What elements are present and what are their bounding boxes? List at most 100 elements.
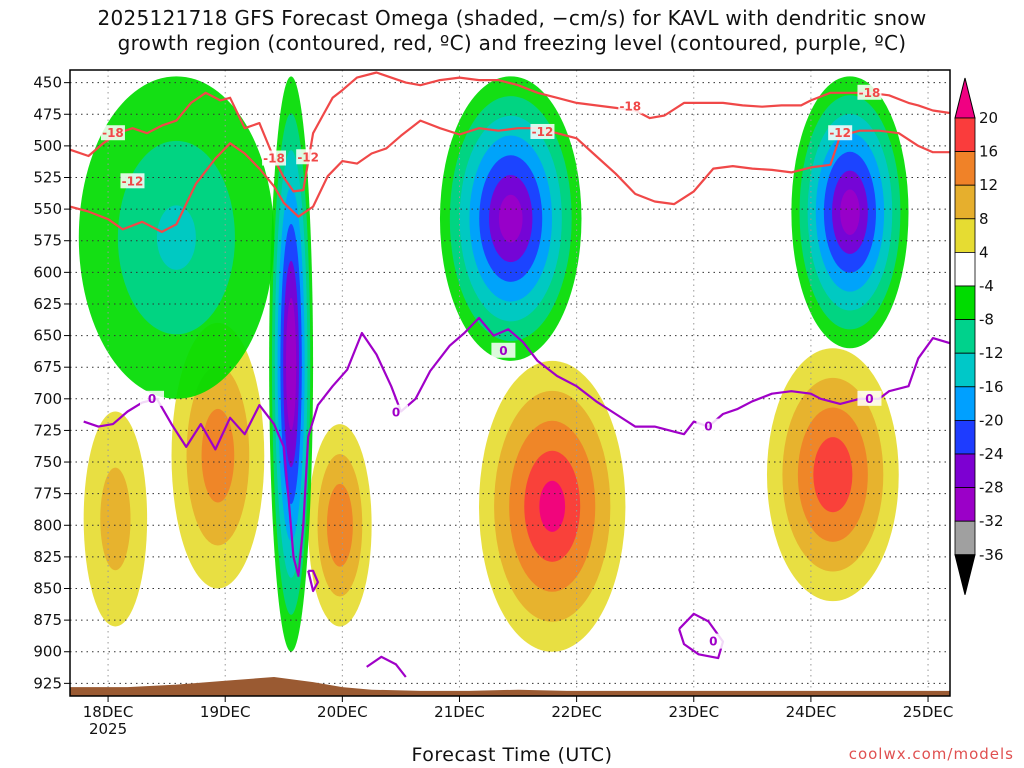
- dgz-label-18-a-bg: [100, 125, 125, 141]
- colorbar-top-arrow: [954, 77, 976, 119]
- freezing-contour-1: [307, 569, 319, 593]
- colorbar-bin-7: [954, 352, 976, 388]
- y-tick-label-775: 775: [33, 485, 62, 503]
- y-tick-label-500: 500: [33, 137, 62, 155]
- omega-band-sinking-24dec-upper-28: [840, 189, 860, 236]
- dgz-label-18-d-bg: [857, 84, 882, 100]
- y-tick-label-675: 675: [33, 358, 62, 376]
- grid-lines: [70, 70, 950, 696]
- colorbar-label-7: -12: [979, 344, 1004, 362]
- y-tick-label-825: 825: [33, 548, 62, 566]
- freezing-contour-3: [366, 655, 407, 678]
- dgz-label-18-c-bg: [618, 98, 643, 114]
- y-tick-label-800: 800: [33, 516, 62, 534]
- plot-frame: [69, 69, 951, 697]
- colorbar-bin-11: [954, 487, 976, 522]
- x-tick-label-19DEC: 19DEC: [200, 703, 251, 721]
- omega-band-sinking-21dec-upper-28: [498, 194, 523, 243]
- freezing-label-e-bg: [857, 390, 882, 406]
- colorbar-bin-10: [954, 453, 976, 488]
- colorbar-bin-2: [954, 184, 976, 220]
- omega-region-upward-motion-22dec-main: [479, 360, 626, 652]
- y-tick-label-925: 925: [33, 674, 62, 692]
- colorbar-bin-6: [954, 319, 976, 354]
- omega-shading: [78, 76, 909, 652]
- omega-band-upward-motion-18dec-8: [100, 467, 131, 571]
- dgz-label-12-b-bg: [296, 149, 321, 165]
- freezing-label-b-bg: [384, 404, 409, 420]
- colorbar-label-6: -8: [979, 311, 994, 329]
- dgz-label-12-a-bg: [120, 173, 145, 189]
- colorbar-label-2: 12: [979, 176, 998, 194]
- freezing-label-a: 0: [148, 392, 156, 406]
- x-tick-label-25DEC: 25DEC: [903, 703, 954, 721]
- dgz-label-18-a: -18: [102, 126, 124, 140]
- x-tick-label-23DEC: 23DEC: [668, 703, 719, 721]
- y-tick-label-575: 575: [33, 232, 62, 250]
- colorbar-label-12: -32: [979, 512, 1004, 530]
- y-tick-label-725: 725: [33, 421, 62, 439]
- chart-title-line1: 2025121718 GFS Forecast Omega (shaded, −…: [97, 6, 927, 30]
- omega-band-upward-motion-19dec-12: [201, 408, 235, 503]
- chart-title-line2: growth region (contoured, red, ºC) and f…: [117, 31, 907, 55]
- colorbar-label-10: -24: [979, 445, 1004, 463]
- credit-link[interactable]: coolwx.com/models: [848, 745, 1014, 763]
- colorbar-bin-0: [954, 117, 976, 152]
- dgz-contour-1: [70, 71, 950, 193]
- freezing-contour-0: [83, 316, 950, 577]
- omega-region-sinking-19dec-column: [269, 76, 314, 652]
- y-tick-label-850: 850: [33, 580, 62, 598]
- x-tick-sublabel-18DEC: 2025: [89, 720, 127, 738]
- chart-title: 2025121718 GFS Forecast Omega (shaded, −…: [0, 6, 1024, 56]
- x-tick-label-18DEC: 18DEC: [83, 703, 134, 721]
- dgz-contour-0: [70, 119, 950, 233]
- omega-region-sinking-24dec-upper: [791, 76, 909, 349]
- colorbar-label-3: 8: [979, 210, 989, 228]
- omega-band-sinking-18dec-upper-12: [156, 205, 196, 270]
- y-tick-label-700: 700: [33, 390, 62, 408]
- dgz-label-12-b: -12: [297, 150, 319, 164]
- freezing-label-b: 0: [392, 406, 400, 420]
- y-axis: 450 475 500 525 550 575 600 625 650 675 700 725 750 7…: [33, 74, 70, 692]
- y-tick-label-900: 900: [33, 643, 62, 661]
- colorbar-label-11: -28: [979, 479, 1004, 497]
- x-tick-label-20DEC: 20DEC: [317, 703, 368, 721]
- y-tick-label-875: 875: [33, 611, 62, 629]
- dgz-label-12-a: -12: [122, 174, 144, 188]
- x-tick-label-24DEC: 24DEC: [786, 703, 837, 721]
- freezing-label-c: 0: [499, 344, 507, 358]
- freezing-label-c-bg: [491, 342, 516, 358]
- dgz-label-18-d: -18: [859, 86, 881, 100]
- freezing-label-d: 0: [704, 420, 712, 434]
- colorbar-bin-8: [954, 386, 976, 421]
- colorbar-label-1: 16: [979, 143, 998, 161]
- plot-border: [69, 69, 951, 697]
- freezing-label-f: 0: [709, 635, 717, 649]
- omega-band-upward-motion-22dec-main-20: [539, 480, 566, 532]
- y-tick-label-550: 550: [33, 200, 62, 218]
- dgz-label-12-d: -12: [829, 126, 851, 140]
- dgz-label-12-d-bg: [828, 125, 853, 141]
- freezing-label-e: 0: [865, 392, 873, 406]
- freezing-label-a-bg: [139, 390, 164, 406]
- colorbar-label-5: -4: [979, 277, 994, 295]
- omega-region-sinking-18dec-upper: [78, 76, 275, 399]
- colorbar-label-4: 4: [979, 243, 989, 261]
- colorbar-bin-1: [954, 151, 976, 186]
- omega-region-upward-motion-18dec: [83, 411, 148, 627]
- y-tick-label-750: 750: [33, 453, 62, 471]
- colorbar-bin-12: [954, 520, 976, 556]
- freezing-label-f-bg: [701, 633, 726, 649]
- colorbar-bin-5: [954, 285, 976, 320]
- terrain-fill: [70, 677, 950, 696]
- omega-region-upward-motion-24dec: [766, 348, 899, 602]
- dgz-label-18-c: -18: [619, 100, 641, 114]
- x-tick-label-22DEC: 22DEC: [551, 703, 602, 721]
- colorbar-bin-3: [954, 218, 976, 253]
- colorbar-label-9: -20: [979, 411, 1004, 429]
- y-tick-label-475: 475: [33, 105, 62, 123]
- omega-region-sinking-21dec-upper: [439, 76, 582, 361]
- colorbar: 20 16 12 8 4 -4 -8 -12 -16 -20 -24 -28 -32 -36: [954, 77, 1004, 595]
